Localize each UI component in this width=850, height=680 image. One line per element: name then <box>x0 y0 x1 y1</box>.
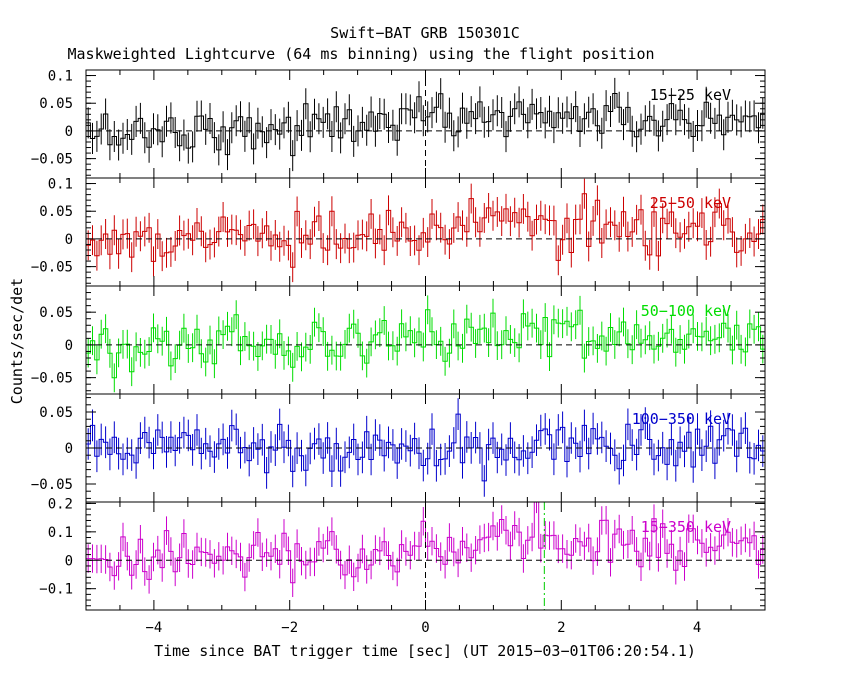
panel-2: −0.05 0 0.05 0.1 25−50 keV <box>31 177 766 287</box>
chart-title: Swift−BAT GRB 150301C <box>330 24 520 42</box>
y-tick-label: 0 <box>65 553 73 569</box>
error-bars <box>87 77 764 172</box>
x-tick-label: −2 <box>281 620 298 636</box>
y-tick-label: 0.1 <box>48 69 73 85</box>
panel-1: −0.05 0 0.05 0.1 15−25 keV <box>31 69 766 179</box>
y-tick-label: 0 <box>65 124 73 140</box>
error-bars <box>87 398 764 497</box>
y-tick-label: −0.05 <box>31 477 73 493</box>
y-tick-label: 0.05 <box>39 96 73 112</box>
x-tick-label: −4 <box>145 620 162 636</box>
band-label: 100−350 keV <box>632 410 731 428</box>
series-5 <box>86 502 765 597</box>
y-tick-label: −0.05 <box>31 260 73 276</box>
band-label: 50−100 keV <box>641 302 731 320</box>
chart-subtitle: Maskweighted Lightcurve (64 ms binning) … <box>68 45 655 63</box>
y-tick-label: 0 <box>65 338 73 354</box>
y-tick-label: −0.1 <box>39 582 73 598</box>
x-tick-label: 0 <box>421 620 429 636</box>
panel-3: −0.05 0 0.05 50−100 keV <box>31 285 766 395</box>
series-2 <box>86 178 765 283</box>
y-tick-label: 0.05 <box>39 405 73 421</box>
x-tick-label: 2 <box>557 620 565 636</box>
y-axis-label: Counts/sec/det <box>8 278 26 404</box>
panels-group: −0.05 0 0.05 0.1 15−25 keV −0.05 0 0.05 0.1 25−50… <box>31 69 766 636</box>
y-tick-label: 0.1 <box>48 525 73 541</box>
y-tick-label: −0.05 <box>31 152 73 168</box>
error-bars <box>87 502 764 597</box>
x-tick-label: 4 <box>693 620 701 636</box>
y-tick-label: 0 <box>65 441 73 457</box>
band-label: 15−350 keV <box>641 518 731 536</box>
band-label: 15−25 keV <box>650 86 731 104</box>
band-label: 25−50 keV <box>650 194 731 212</box>
error-bars <box>87 178 764 283</box>
step-line <box>86 193 765 268</box>
series-4 <box>86 398 765 497</box>
y-tick-label: 0.05 <box>39 204 73 220</box>
y-tick-label: −0.05 <box>31 371 73 387</box>
step-line <box>86 93 765 157</box>
y-tick-label: 0 <box>65 232 73 248</box>
y-tick-label: 0.1 <box>48 177 73 193</box>
panel-5: −0.1 0 0.1 0.2 15−350 keV −4 −2 0 2 4 <box>39 496 766 636</box>
x-axis-label: Time since BAT trigger time [sec] (UT 20… <box>154 642 696 660</box>
series-1 <box>86 77 765 172</box>
step-line <box>86 309 765 379</box>
y-tick-label: 0.05 <box>39 305 73 321</box>
step-line <box>86 413 765 482</box>
panel-4: −0.05 0 0.05 100−350 keV <box>31 393 766 503</box>
y-tick-label: 0.2 <box>48 496 73 512</box>
